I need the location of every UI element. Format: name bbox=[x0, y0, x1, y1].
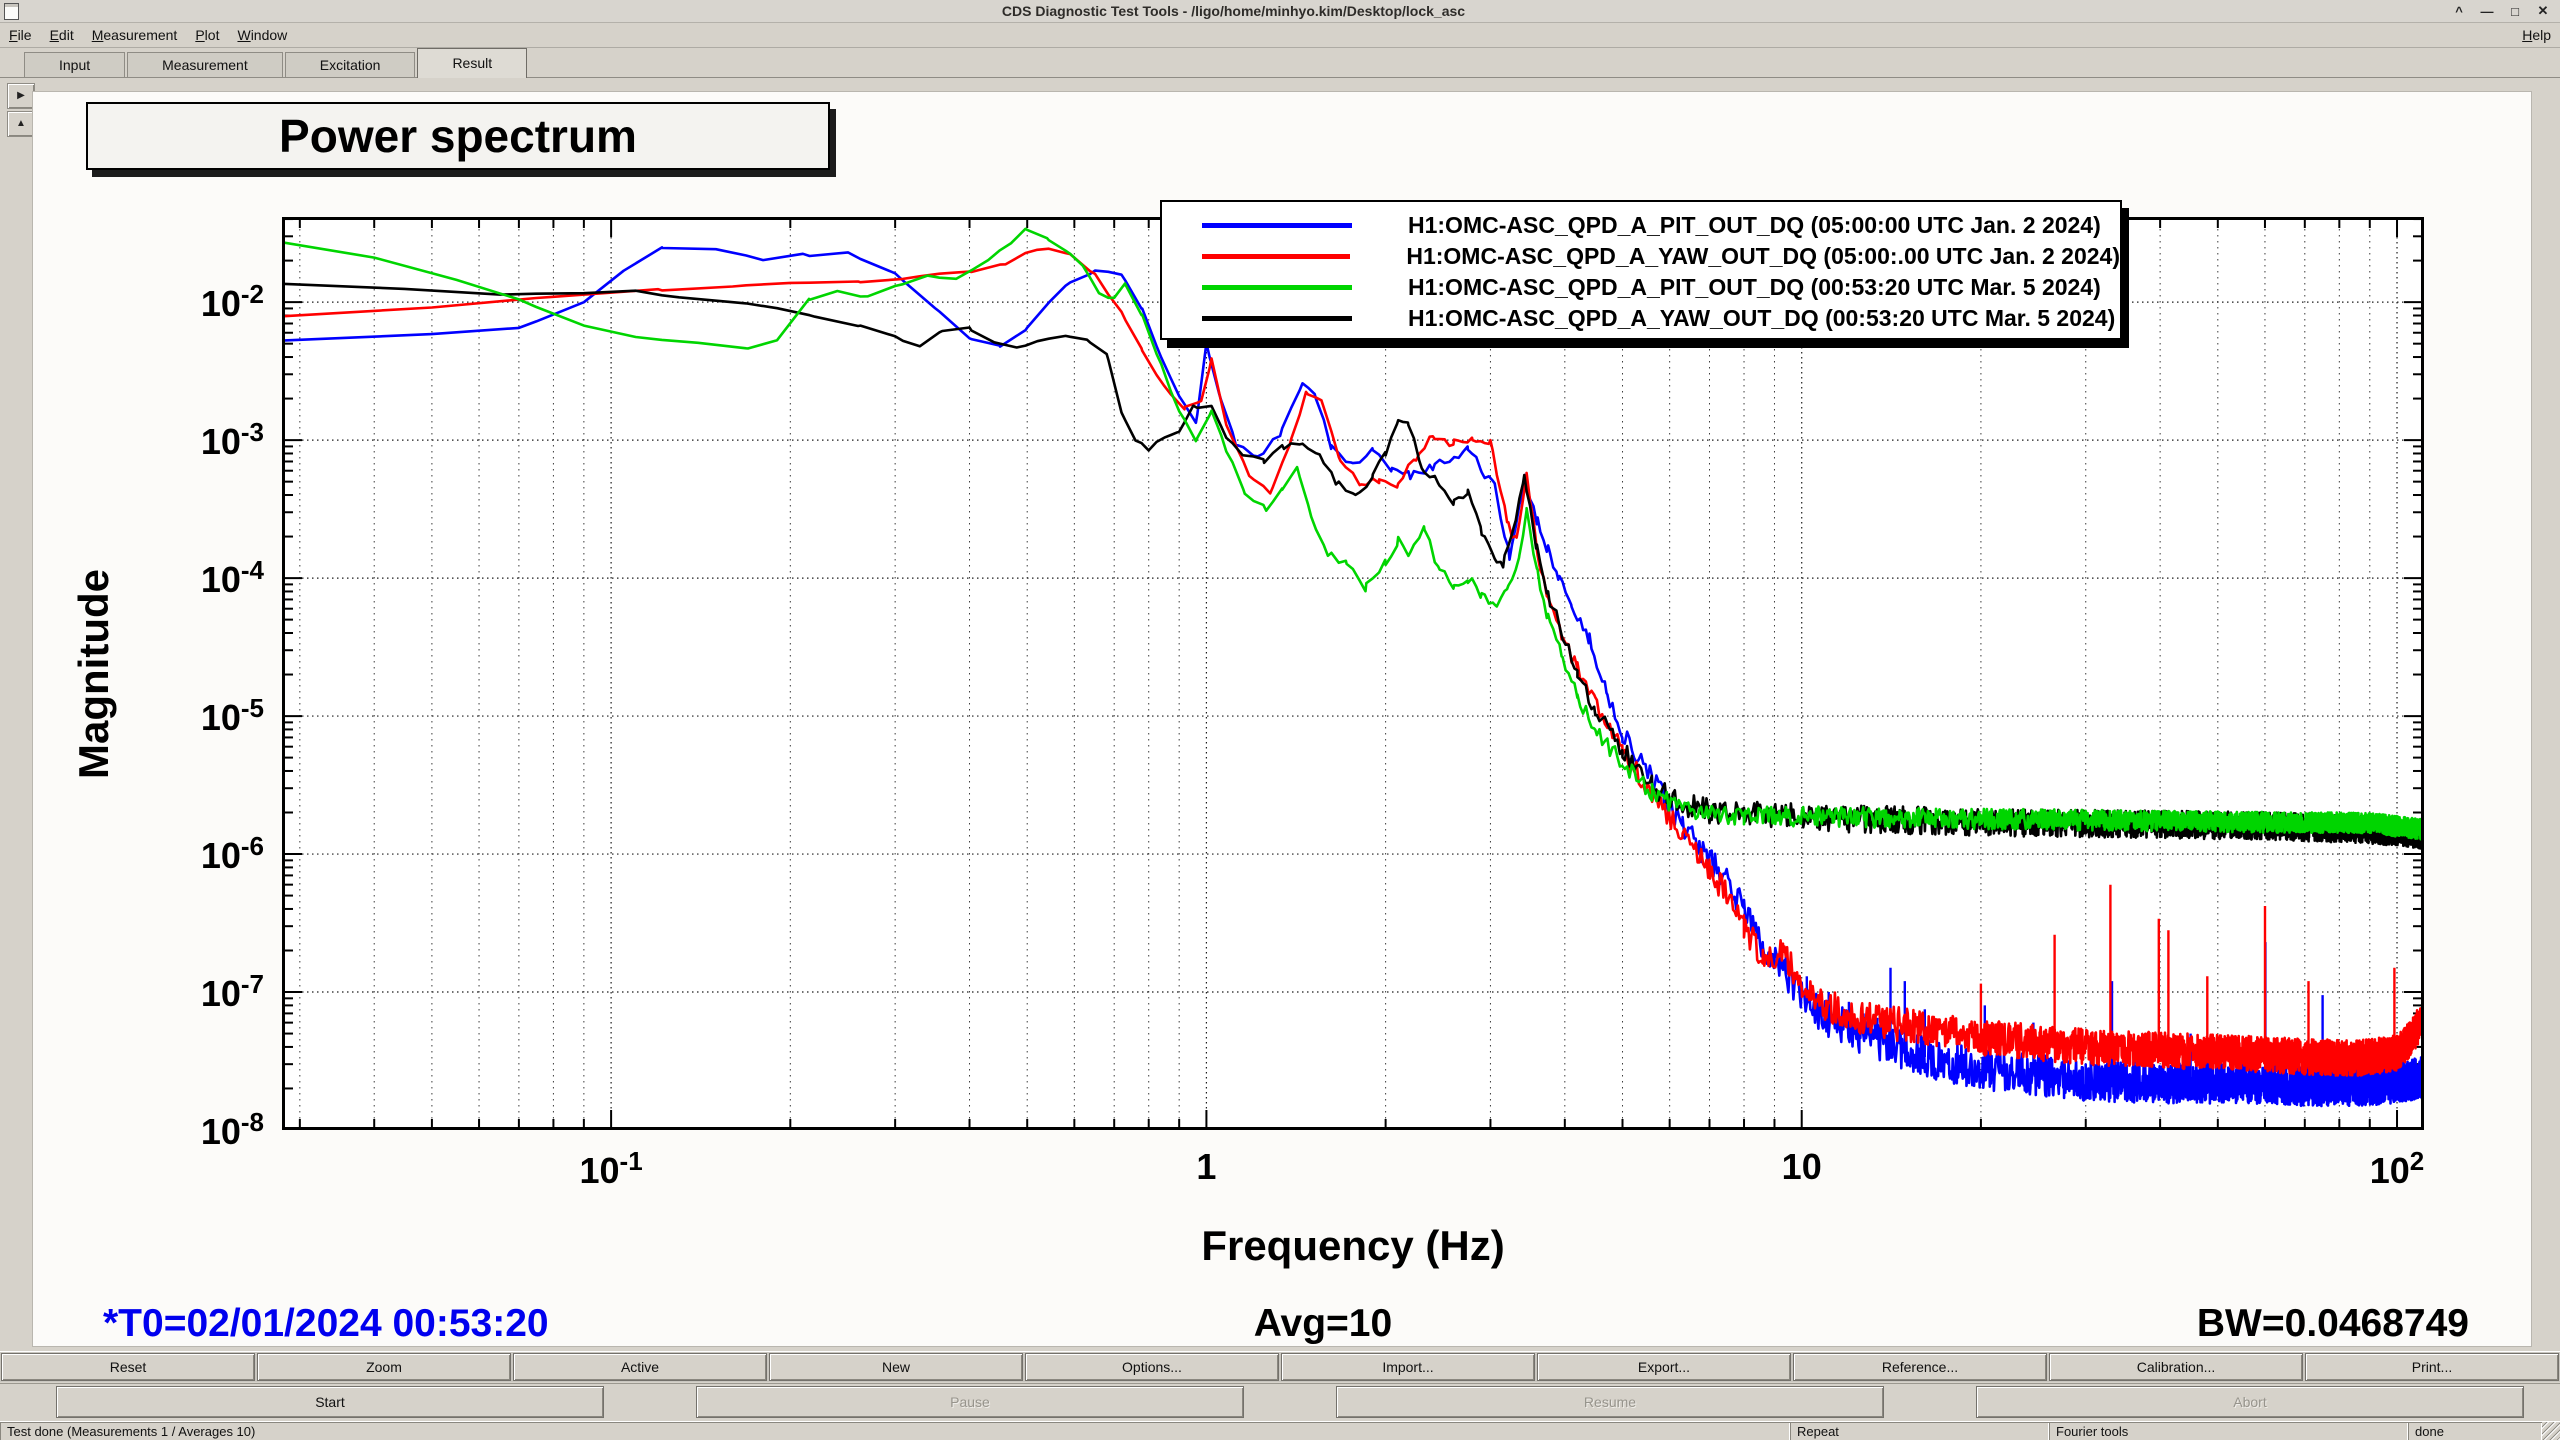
legend-label: H1:OMC-ASC_QPD_A_YAW_OUT_DQ (00:53:20 UT… bbox=[1408, 305, 2116, 331]
x-axis-title: Frequency (Hz) bbox=[1201, 1222, 1505, 1269]
tab-excitation[interactable]: Excitation bbox=[284, 52, 416, 77]
legend-line-sample bbox=[1202, 285, 1352, 290]
tab-measurement[interactable]: Measurement bbox=[127, 52, 283, 77]
expand-up-icon[interactable]: ▲ bbox=[7, 111, 35, 137]
abort-button[interactable]: Abort bbox=[1976, 1386, 2524, 1418]
legend-row: H1:OMC-ASC_QPD_A_PIT_OUT_DQ (00:53:20 UT… bbox=[1202, 272, 2120, 303]
bandwidth-label: BW=0.0468749 bbox=[2196, 1302, 2469, 1345]
trace-1 bbox=[282, 247, 2424, 1077]
legend-row: H1:OMC-ASC_QPD_A_YAW_OUT_DQ (00:53:20 UT… bbox=[1202, 303, 2120, 334]
options-button[interactable]: Options... bbox=[1025, 1353, 1279, 1381]
zoom-button[interactable]: Zoom bbox=[257, 1353, 511, 1381]
reset-button[interactable]: Reset bbox=[1, 1353, 255, 1381]
legend-line-sample bbox=[1202, 223, 1352, 228]
legend-line-sample bbox=[1202, 254, 1351, 259]
window-icon bbox=[4, 2, 19, 20]
active-button[interactable]: Active bbox=[513, 1353, 767, 1381]
calibration-button[interactable]: Calibration... bbox=[2049, 1353, 2303, 1381]
status-done: done bbox=[2408, 1422, 2542, 1440]
result-pane: ▶ ▲ Power spectrum Frequency (Hz) Magnit… bbox=[0, 79, 2560, 1351]
x-tick-label: 102 bbox=[2369, 1146, 2425, 1191]
menu-help[interactable]: Help bbox=[2522, 27, 2551, 43]
expand-right-icon[interactable]: ▶ bbox=[7, 83, 35, 109]
plot-legend: H1:OMC-ASC_QPD_A_PIT_OUT_DQ (05:00:00 UT… bbox=[1160, 200, 2122, 340]
y-tick-label: 10-7 bbox=[200, 969, 264, 1015]
menu-window[interactable]: Window bbox=[237, 27, 288, 43]
menu-plot[interactable]: Plot bbox=[195, 27, 220, 43]
y-tick-label: 10-5 bbox=[200, 693, 264, 739]
print-button[interactable]: Print... bbox=[2305, 1353, 2559, 1381]
y-tick-label: 10-2 bbox=[200, 279, 264, 325]
menu-file[interactable]: File bbox=[9, 27, 32, 43]
maximize-button[interactable]: □ bbox=[2511, 3, 2519, 19]
tab-bar: Input Measurement Excitation Result bbox=[0, 48, 2560, 78]
shade-button[interactable]: ^ bbox=[2455, 3, 2463, 19]
legend-label: H1:OMC-ASC_QPD_A_PIT_OUT_DQ (00:53:20 UT… bbox=[1408, 274, 2101, 300]
resume-button[interactable]: Resume bbox=[1336, 1386, 1884, 1418]
trace-3 bbox=[282, 282, 2424, 851]
y-tick-label: 10-8 bbox=[200, 1107, 264, 1152]
status-repeat: Repeat bbox=[1790, 1422, 2049, 1440]
y-tick-label: 10-3 bbox=[200, 417, 264, 463]
y-axis-title: Magnitude bbox=[70, 568, 117, 779]
x-tick-label: 10 bbox=[1781, 1146, 1822, 1187]
graph-panel: Power spectrum Frequency (Hz) Magnitude … bbox=[32, 91, 2532, 1347]
plot-toolbar: Reset Zoom Active New Options... Import.… bbox=[0, 1351, 2560, 1382]
window-title: CDS Diagnostic Test Tools - /ligo/home/m… bbox=[1001, 3, 1466, 19]
import-button[interactable]: Import... bbox=[1281, 1353, 1535, 1381]
close-button[interactable]: ✕ bbox=[2537, 3, 2549, 18]
menu-bar: File Edit Measurement Plot Window Help bbox=[0, 23, 2560, 48]
y-tick-label: 10-6 bbox=[200, 831, 264, 877]
x-tick-label: 10-1 bbox=[579, 1146, 643, 1191]
status-fourier-tools: Fourier tools bbox=[2049, 1422, 2408, 1440]
plot-canvas[interactable] bbox=[282, 217, 2424, 1130]
menu-measurement[interactable]: Measurement bbox=[91, 27, 178, 43]
plot-title: Power spectrum bbox=[86, 102, 830, 170]
legend-label: H1:OMC-ASC_QPD_A_PIT_OUT_DQ (05:00:00 UT… bbox=[1408, 212, 2101, 238]
pause-button[interactable]: Pause bbox=[696, 1386, 1244, 1418]
legend-row: H1:OMC-ASC_QPD_A_PIT_OUT_DQ (05:00:00 UT… bbox=[1202, 210, 2120, 241]
legend-row: H1:OMC-ASC_QPD_A_YAW_OUT_DQ (05:00:.00 U… bbox=[1202, 241, 2120, 272]
tab-input[interactable]: Input bbox=[24, 52, 126, 77]
reference-button[interactable]: Reference... bbox=[1793, 1353, 2047, 1381]
tab-result[interactable]: Result bbox=[417, 48, 528, 78]
minimize-button[interactable]: — bbox=[2480, 3, 2494, 19]
start-button[interactable]: Start bbox=[56, 1386, 604, 1418]
y-tick-label: 10-4 bbox=[200, 555, 264, 601]
status-bar: Test done (Measurements 1 / Averages 10)… bbox=[0, 1421, 2560, 1440]
title-bar: CDS Diagnostic Test Tools - /ligo/home/m… bbox=[0, 0, 2560, 23]
legend-label: H1:OMC-ASC_QPD_A_YAW_OUT_DQ (05:00:.00 U… bbox=[1406, 243, 2120, 269]
status-message: Test done (Measurements 1 / Averages 10) bbox=[0, 1422, 1790, 1440]
legend-line-sample bbox=[1202, 316, 1352, 321]
resize-grip-icon[interactable] bbox=[2542, 1422, 2560, 1440]
run-control-bar: Start Pause Resume Abort bbox=[0, 1383, 2560, 1420]
trace-2 bbox=[282, 227, 2424, 841]
export-button[interactable]: Export... bbox=[1537, 1353, 1791, 1381]
t0-timestamp: *T0=02/01/2024 00:53:20 bbox=[103, 1302, 549, 1345]
averages-label: Avg=10 bbox=[1253, 1302, 1393, 1345]
menu-edit[interactable]: Edit bbox=[49, 27, 74, 43]
plot-area: Frequency (Hz) Magnitude 10-1 1 10 102 10-2 1… bbox=[70, 217, 2424, 1269]
new-button[interactable]: New bbox=[769, 1353, 1023, 1381]
trace-0 bbox=[282, 246, 2424, 1108]
x-tick-label: 1 bbox=[1196, 1146, 1217, 1187]
